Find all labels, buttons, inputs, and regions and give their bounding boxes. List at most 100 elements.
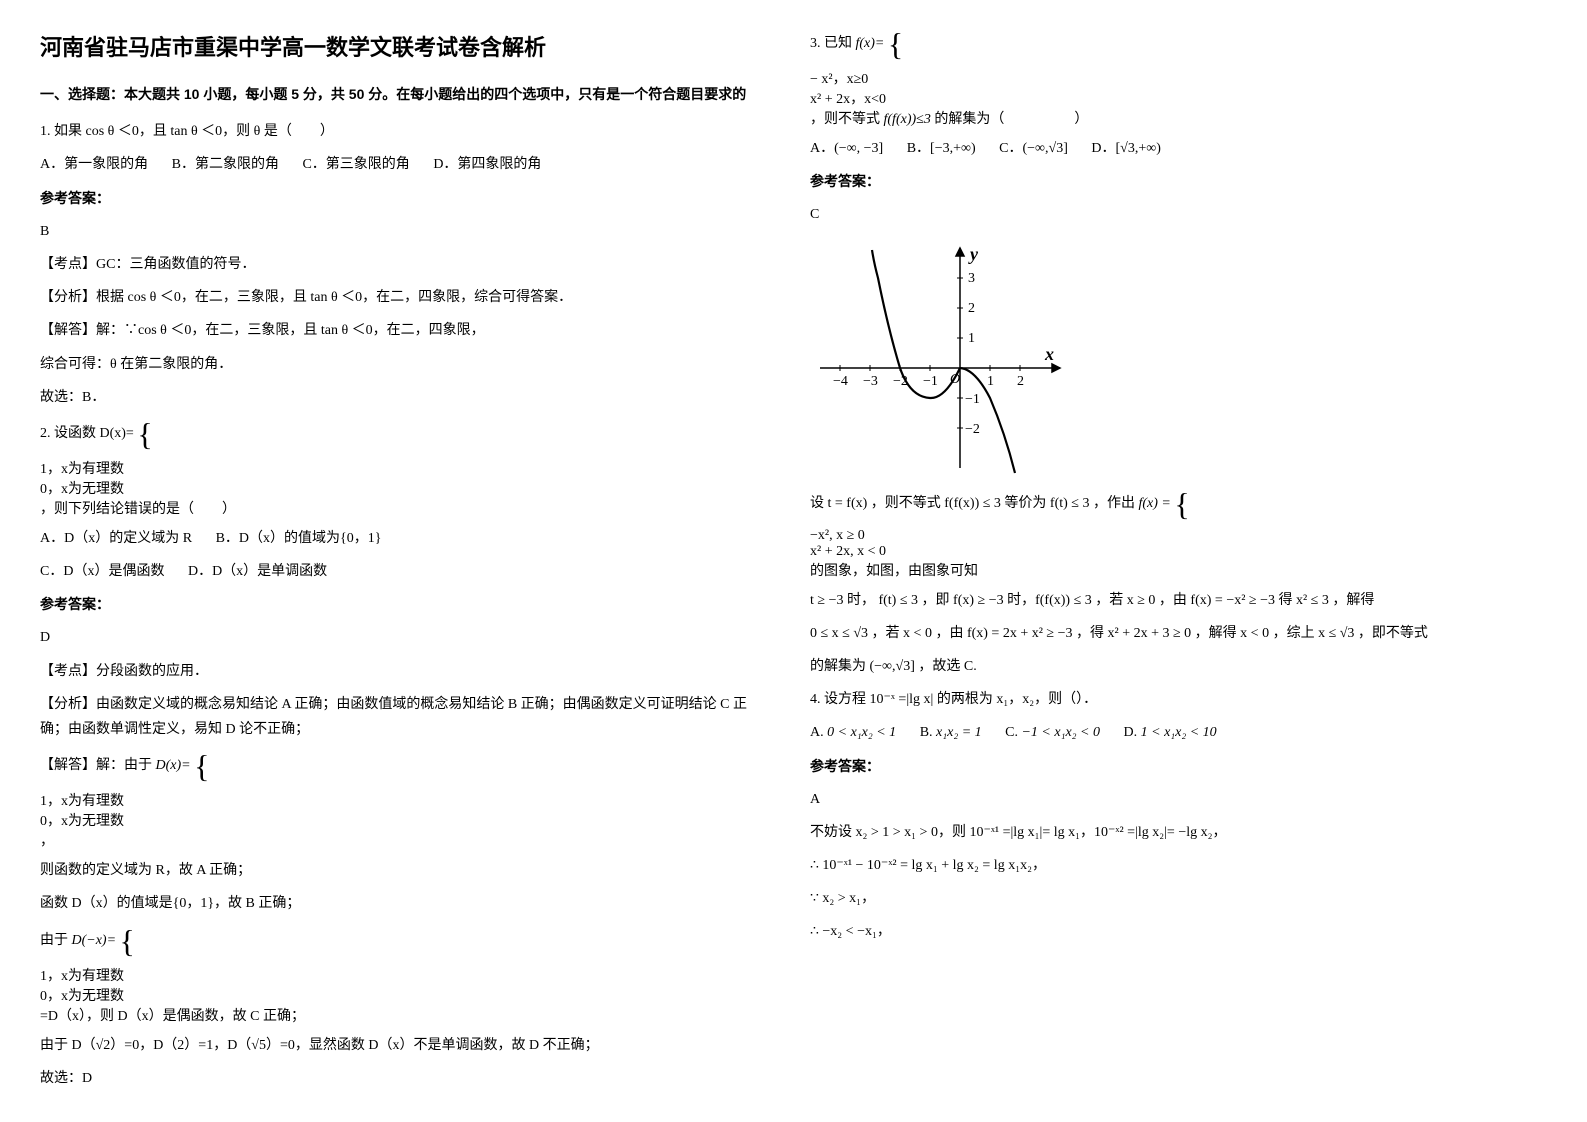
- q4-optB: x₁x₂ = 1: [936, 720, 982, 745]
- q2-solve-1-pre: 【解答】解：由于: [40, 758, 152, 773]
- q2-analysis: 【分析】由函数定义域的概念易知结论 A 正确；由函数值域的概念易知结论 B 正确…: [40, 692, 770, 742]
- svg-text:2: 2: [968, 301, 975, 316]
- q2-stem-suffix: ，则下列结论错误的是（ ）: [40, 502, 236, 517]
- brace-icon: {: [1174, 488, 1189, 520]
- q2-solve-1: 【解答】解：由于 D(x)= {: [40, 750, 770, 782]
- q3-answer-label: 参考答案：: [810, 169, 1540, 194]
- q1-answer: B: [40, 219, 770, 244]
- q2-piecewise: {: [137, 418, 154, 450]
- q2-solve-5: 由于 D（√2）=0，D（2）=1，D（√5）=0，显然函数 D（x）不是单调函…: [40, 1033, 770, 1058]
- q2-s4-case2: 0，x为无理数: [40, 985, 770, 1005]
- q2-point: 【考点】分段函数的应用．: [40, 659, 770, 684]
- q4-exp2: ∴ 10⁻ˣ¹ − 10⁻ˣ² = lg x₁ + lg x₂ = lg x₁x…: [810, 853, 1540, 878]
- brace-icon: {: [120, 925, 135, 957]
- q2-options-row1: A．D（x）的定义域为 R B．D（x）的值域为{0，1}: [40, 526, 770, 551]
- q2-answer: D: [40, 625, 770, 650]
- q3-stem-suf: 的解集为（ ）: [934, 112, 1088, 127]
- brace-icon: {: [194, 750, 209, 782]
- svg-text:−4: −4: [833, 374, 848, 389]
- q4-exp3: ∵ x₂ > x₁，: [810, 886, 1540, 911]
- q2-optC: C．D（x）是偶函数: [40, 559, 164, 584]
- svg-text:1: 1: [968, 331, 975, 346]
- q4-exp4: ∴ −x₂ < −x₁，: [810, 919, 1540, 944]
- q1-optB: B．第二象限的角: [172, 152, 279, 177]
- q2-s4-suf: =D（x），则 D（x）是偶函数，故 C 正确；: [40, 1009, 305, 1024]
- q3-stem-mid: ，则不等式: [810, 112, 880, 127]
- q1-stem: 1. 如果 cos θ ＜0，且 tan θ ＜0，则 θ 是（ ）: [40, 119, 770, 144]
- q3-case2: x² + 2x，x<0: [810, 88, 1540, 108]
- q2-s1-case2: 0，x为无理数: [40, 810, 770, 830]
- svg-text:−1: −1: [923, 374, 938, 389]
- svg-text:x: x: [1044, 344, 1054, 364]
- brace-icon: {: [137, 418, 152, 450]
- q2-s1-case1: 1，x为有理数: [40, 790, 770, 810]
- q3-stem-pre: 3. 已知: [810, 36, 852, 51]
- svg-text:−3: −3: [863, 374, 878, 389]
- right-column: 3. 已知 f(x)= { − x²，x≥0 x² + 2x，x<0 ，则不等式…: [810, 20, 1540, 1099]
- left-parabola: [872, 250, 960, 398]
- q4-exp1: 不妨设 x₂ > 1 > x₁ > 0，则 10⁻ˣ¹ =|lg x₁|= lg…: [810, 820, 1540, 845]
- q2-s4-case1: 1，x为有理数: [40, 965, 770, 985]
- q3-options: A．(−∞, −3] B．[−3,+∞) C．(−∞,√3] D．[√3,+∞): [810, 136, 1540, 161]
- q3-ineq: f(f(x))≤3: [884, 112, 931, 127]
- q2-stem: 2. 设函数 D(x)= {: [40, 418, 770, 450]
- q2-solve-4: 由于 D(−x)= {: [40, 925, 770, 957]
- q4-optD: 1 < x₁x₂ < 10: [1141, 720, 1217, 745]
- q2-optD: D．D（x）是单调函数: [188, 559, 327, 584]
- q2-solve-6: 故选：D: [40, 1066, 770, 1091]
- q3-graph: −4−3−2 −112 123 −1−2 O x y: [810, 238, 1070, 478]
- q1-optD: D．第四象限的角: [433, 152, 541, 177]
- q2-stem-prefix: 2. 设函数 D(x)=: [40, 426, 134, 441]
- q3-optD: D．[√3,+∞): [1091, 136, 1161, 161]
- q3-exp1-pre: 设 t = f(x) ，则不等式 f(f(x)) ≤ 3 等价为 f(t) ≤ …: [810, 496, 1135, 511]
- q4-optA: 0 < x₁x₂ < 1: [827, 720, 896, 745]
- q1-solve-3: 故选：B．: [40, 385, 770, 410]
- q3-exp-case2: x² + 2x, x < 0: [810, 544, 1540, 560]
- q1-optC: C．第三象限的角: [302, 152, 409, 177]
- q3-exp3: 0 ≤ x ≤ √3 ，若 x < 0 ，由 f(x) = 2x + x² ≥ …: [810, 621, 1540, 646]
- q3-case1: − x²，x≥0: [810, 68, 1540, 88]
- q2-solve-3: 函数 D（x）的值域是{0，1}，故 B 正确；: [40, 891, 770, 916]
- q2-case2: 0，x为无理数: [40, 478, 770, 498]
- q3-exp1-suf: 的图象，如图，由图象可知: [810, 564, 978, 579]
- q1-analysis: 【分析】根据 cos θ ＜0，在二，三象限，且 tan θ ＜0，在二，四象限…: [40, 285, 770, 310]
- svg-text:1: 1: [987, 374, 994, 389]
- q1-answer-label: 参考答案：: [40, 186, 770, 211]
- q4-options: A. 0 < x₁x₂ < 1 B. x₁x₂ = 1 C. −1 < x₁x₂…: [810, 720, 1540, 745]
- q1-solve-1: 【解答】解：∵cos θ ＜0，在二，三象限，且 tan θ ＜0，在二，四象限…: [40, 318, 770, 343]
- q1-solve-2: 综合可得：θ 在第二象限的角．: [40, 352, 770, 377]
- q1-point: 【考点】GC：三角函数值的符号．: [40, 252, 770, 277]
- q2-optA: A．D（x）的定义域为 R: [40, 526, 192, 551]
- section-1-heading: 一、选择题：本大题共 10 小题，每小题 5 分，共 50 分。在每小题给出的四…: [40, 82, 770, 107]
- q3-fx: f(x)=: [856, 36, 885, 51]
- q3-exp4: 的解集为 (−∞,√3] ，故选 C.: [810, 654, 1540, 679]
- x-arrow-icon: [1052, 364, 1060, 372]
- q3-optB: B．[−3,+∞): [907, 136, 976, 161]
- y-arrow-icon: [956, 248, 964, 256]
- q1-options: A．第一象限的角 B．第二象限的角 C．第三象限的角 D．第四象限的角: [40, 152, 770, 177]
- q4-stem: 4. 设方程 10⁻ˣ =|lg x| 的两根为 x₁，x₂，则（）．: [810, 687, 1540, 712]
- brace-icon: {: [888, 28, 903, 60]
- q4-answer: A: [810, 787, 1540, 812]
- q3-exp2: t ≥ −3 时， f(t) ≤ 3 ，即 f(x) ≥ −3 时，f(f(x)…: [810, 588, 1540, 613]
- q2-solve-2: 则函数的定义域为 R，故 A 正确；: [40, 858, 770, 883]
- q2-answer-label: 参考答案：: [40, 592, 770, 617]
- q3-answer: C: [810, 202, 1540, 227]
- q2-optB: B．D（x）的值域为{0，1}: [216, 526, 382, 551]
- svg-text:3: 3: [968, 271, 975, 286]
- svg-text:y: y: [968, 244, 979, 264]
- svg-text:2: 2: [1017, 374, 1024, 389]
- q2-case1: 1，x为有理数: [40, 458, 770, 478]
- svg-text:−2: −2: [965, 422, 980, 437]
- q3-exp1: 设 t = f(x) ，则不等式 f(f(x)) ≤ 3 等价为 f(t) ≤ …: [810, 488, 1540, 520]
- q3-stem: 3. 已知 f(x)= {: [810, 28, 1540, 60]
- q3-optA: A．(−∞, −3]: [810, 136, 883, 161]
- q2-s4-pre: 由于: [40, 933, 68, 948]
- exam-title: 河南省驻马店市重渠中学高一数学文联考试卷含解析: [40, 30, 770, 62]
- left-column: 河南省驻马店市重渠中学高一数学文联考试卷含解析 一、选择题：本大题共 10 小题…: [40, 20, 770, 1099]
- q4-answer-label: 参考答案：: [810, 754, 1540, 779]
- q2-options-row2: C．D（x）是偶函数 D．D（x）是单调函数: [40, 559, 770, 584]
- q4-optC: −1 < x₁x₂ < 0: [1021, 720, 1100, 745]
- q1-optA: A．第一象限的角: [40, 152, 148, 177]
- svg-text:−1: −1: [965, 392, 980, 407]
